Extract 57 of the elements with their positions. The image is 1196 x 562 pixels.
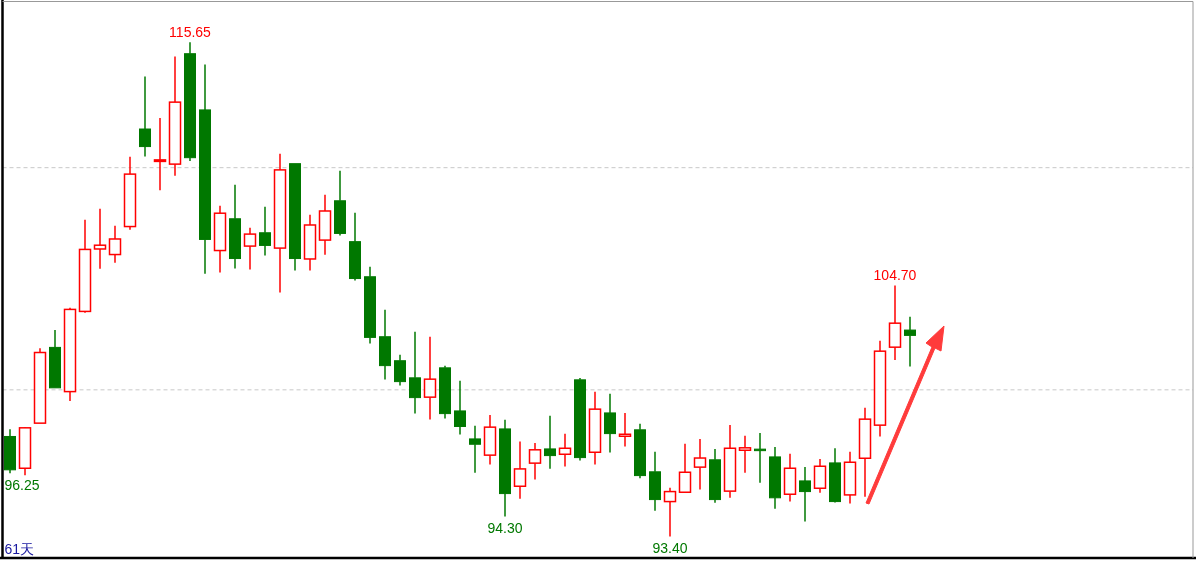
candlestick <box>469 425 481 474</box>
candlestick <box>499 419 511 518</box>
candlestick <box>63 307 77 402</box>
candlestick <box>168 55 182 177</box>
candlestick <box>4 428 16 474</box>
candlestick <box>423 335 437 421</box>
candlestick <box>604 393 616 454</box>
candlestick <box>769 446 781 510</box>
candlestick <box>693 438 707 491</box>
candlestick <box>454 379 466 436</box>
annotation: 93.40 <box>652 540 688 557</box>
candlestick <box>229 184 241 270</box>
candlestick <box>273 152 287 294</box>
candlestick <box>888 284 902 361</box>
annotation: 104.70 <box>873 267 917 284</box>
candlestick <box>153 117 167 192</box>
annotation: 115.65 <box>169 24 212 41</box>
candlestick <box>544 415 556 470</box>
candlestick <box>709 448 721 504</box>
candlestick <box>259 206 271 257</box>
candlestick <box>409 331 421 415</box>
annotation: 96.25 <box>4 477 40 494</box>
candlestick <box>108 224 122 264</box>
candlestick <box>588 391 602 466</box>
candlestick <box>558 433 572 468</box>
candlestick <box>528 442 542 481</box>
candlestick <box>349 212 361 282</box>
candlestick <box>184 41 196 162</box>
candlestick <box>123 156 137 231</box>
candlestick <box>873 339 887 438</box>
candlestick <box>813 458 827 494</box>
candlestick <box>379 309 391 381</box>
candlestick <box>723 424 737 499</box>
annotation: 61天 <box>4 541 35 557</box>
candlestick <box>754 432 766 484</box>
candlestick <box>93 208 107 270</box>
candlestick <box>394 353 406 387</box>
candlestick <box>213 204 227 274</box>
candlestick <box>364 266 376 345</box>
candlestick <box>483 414 497 466</box>
candlestick <box>783 453 797 503</box>
candlestick <box>78 218 92 313</box>
annotation: 94.30 <box>487 520 523 537</box>
candlestick <box>243 226 257 271</box>
candlestick <box>303 214 317 272</box>
candlestick <box>634 423 646 479</box>
candlestick <box>843 451 857 505</box>
candlestick <box>858 407 872 498</box>
candlestick <box>139 75 151 158</box>
candlestick <box>663 487 677 538</box>
candlestick <box>318 194 332 256</box>
candlestick <box>199 63 211 275</box>
candlestick <box>649 451 661 512</box>
candlestick <box>738 435 752 474</box>
candlestick <box>799 466 811 523</box>
candlestick <box>904 315 916 368</box>
candlestick <box>513 440 527 500</box>
